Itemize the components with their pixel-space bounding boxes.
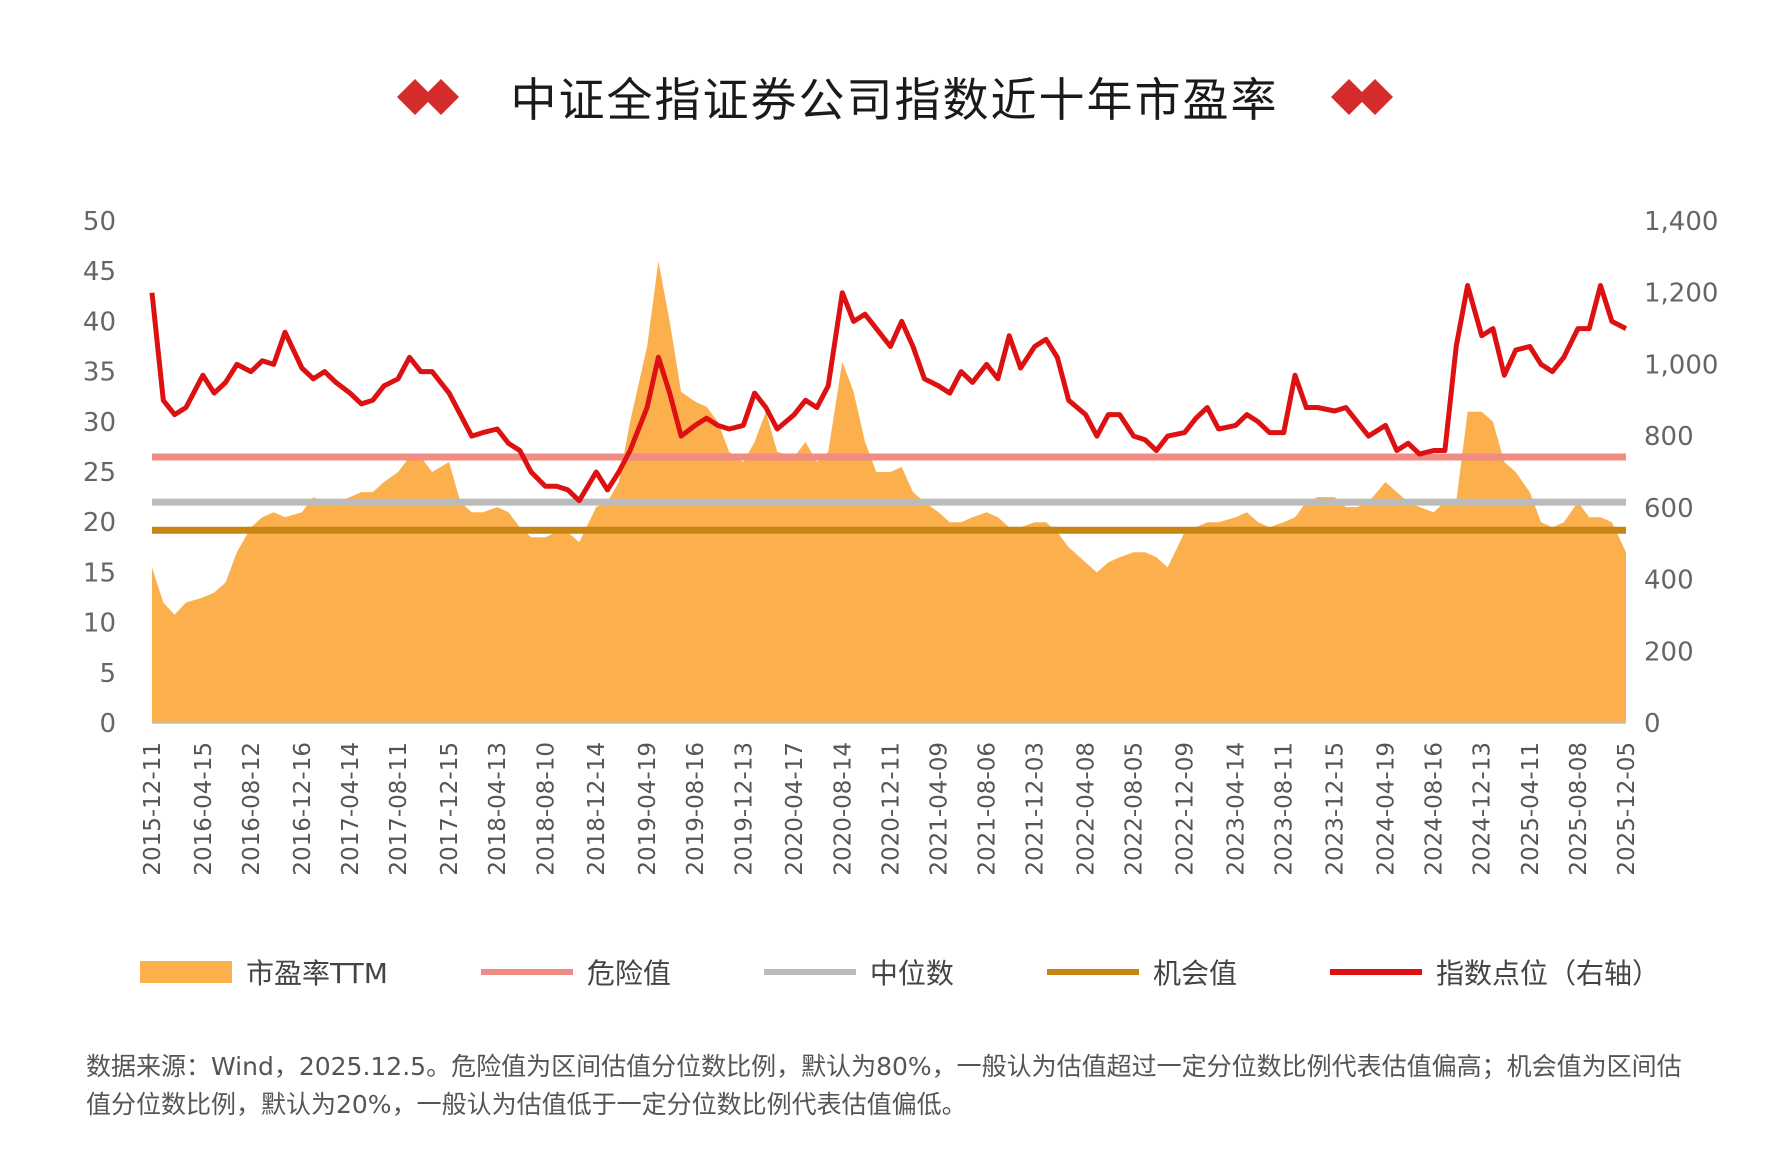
x-axis-tick-label: 2025-04-11 (1518, 742, 1544, 876)
legend-item-danger: 危险值 (480, 952, 671, 992)
right-axis-tick-label: 1,400 (1644, 207, 1718, 237)
legend-swatch-index (1329, 969, 1422, 975)
x-axis-tick-label: 2015-12-11 (140, 742, 166, 876)
x-axis-tick-label: 2016-04-15 (191, 742, 217, 876)
left-axis-tick-label: 45 (83, 257, 116, 287)
title-row: 中证全指证券公司指数近十年市盈率 (0, 64, 1789, 130)
legend: 市盈率TTM 危险值 中位数 机会值 指数点位（右轴） (140, 950, 1660, 994)
x-axis-tick-label: 2022-12-09 (1173, 742, 1199, 876)
x-axis-tick-label: 2017-04-14 (338, 742, 364, 876)
legend-item-opportunity: 机会值 (1046, 952, 1237, 992)
legend-swatch-median (763, 969, 856, 975)
left-axis-tick-label: 25 (83, 458, 116, 488)
legend-label-opportunity: 机会值 (1152, 957, 1237, 990)
x-axis-tick-label: 2021-12-03 (1023, 742, 1049, 876)
left-axis-tick-label: 5 (99, 659, 116, 689)
right-axis-tick-label: 200 (1644, 637, 1694, 667)
legend-label-median: 中位数 (869, 957, 954, 990)
chart-title: 中证全指证券公司指数近十年市盈率 (510, 73, 1279, 127)
x-axis-tick-label: 2017-08-11 (386, 742, 412, 876)
right-axis-tick-label: 0 (1644, 709, 1661, 739)
x-axis-tick-label: 2018-04-13 (485, 742, 511, 876)
x-axis-tick-label: 2023-08-11 (1272, 742, 1298, 876)
x-axis-tick-label: 2025-08-08 (1566, 742, 1592, 876)
left-axis: 0 5 10 15 20 25 30 35 40 45 50 (83, 207, 116, 739)
right-axis: 0 200 400 600 800 1,000 1,200 1,400 (1644, 207, 1718, 739)
right-axis-tick-label: 600 (1644, 494, 1694, 524)
left-axis-tick-label: 40 (83, 307, 116, 337)
index-level-line (149, 283, 1628, 504)
legend-label-danger: 危险值 (586, 957, 671, 990)
legend-item-median: 中位数 (763, 952, 954, 992)
left-axis-tick-label: 35 (83, 358, 116, 388)
right-axis-tick-label: 1,000 (1644, 350, 1718, 380)
x-axis-tick-label: 2017-12-15 (437, 742, 463, 876)
title-right-diamond-icon (1330, 79, 1393, 115)
right-axis-tick-label: 1,200 (1644, 279, 1718, 309)
source-note: 数据来源：Wind，2025.12.5。危险值为区间估值分位数比例，默认为80%… (86, 1052, 1682, 1119)
reference-lines (152, 453, 1626, 534)
legend-item-index: 指数点位（右轴） (1329, 952, 1660, 992)
left-axis-tick-label: 10 (83, 609, 116, 639)
x-axis-tick-label: 2022-08-05 (1122, 742, 1148, 876)
legend-label-pe: 市盈率TTM (246, 957, 388, 990)
legend-swatch-danger (480, 969, 573, 975)
left-axis-tick-label: 30 (83, 408, 116, 438)
x-axis-tick-label: 2021-04-09 (927, 742, 953, 876)
x-axis-tick-label: 2024-08-16 (1422, 742, 1448, 876)
legend-swatch-pe (140, 961, 232, 983)
x-axis-tick-label: 2021-08-06 (975, 742, 1001, 876)
x-axis-tick-label: 2024-04-19 (1374, 742, 1400, 876)
legend-item-pe: 市盈率TTM (140, 952, 388, 992)
right-axis-tick-label: 400 (1644, 566, 1694, 596)
x-axis-tick-label: 2018-12-14 (584, 742, 610, 876)
legend-swatch-opportunity (1046, 969, 1139, 975)
x-axis-tick-label: 2024-12-13 (1470, 742, 1496, 876)
left-axis-tick-label: 50 (83, 207, 116, 237)
x-axis-tick-label: 2019-08-16 (683, 742, 709, 876)
pe-ttm-area (152, 261, 1626, 723)
legend-label-index: 指数点位（右轴） (1435, 957, 1660, 990)
x-axis-tick-label: 2020-04-17 (782, 742, 808, 876)
left-axis-tick-label: 0 (99, 709, 116, 739)
left-axis-tick-label: 20 (83, 508, 116, 538)
x-axis-tick-label: 2023-12-15 (1323, 742, 1349, 876)
title-left-diamond-icon (396, 79, 459, 115)
x-axis-tick-label: 2016-12-16 (290, 742, 316, 876)
x-axis-tick-label: 2020-08-14 (830, 742, 856, 876)
x-axis-tick-label: 2020-12-11 (878, 742, 904, 876)
x-axis-tick-label: 2016-08-12 (239, 742, 265, 876)
left-axis-tick-label: 15 (83, 558, 116, 588)
x-axis-tick-label: 2023-04-14 (1224, 742, 1250, 876)
x-axis-tick-label: 2019-12-13 (731, 742, 757, 876)
x-axis-tick-label: 2022-04-08 (1074, 742, 1100, 876)
x-axis-tick-label: 2019-04-19 (635, 742, 661, 876)
right-axis-tick-label: 800 (1644, 422, 1694, 452)
x-axis: 2015-12-11 2016-04-15 2016-08-12 2016-12-16… (140, 742, 1640, 876)
x-axis-tick-label: 2018-08-10 (533, 742, 559, 876)
x-axis-tick-label: 2025-12-05 (1614, 742, 1640, 876)
